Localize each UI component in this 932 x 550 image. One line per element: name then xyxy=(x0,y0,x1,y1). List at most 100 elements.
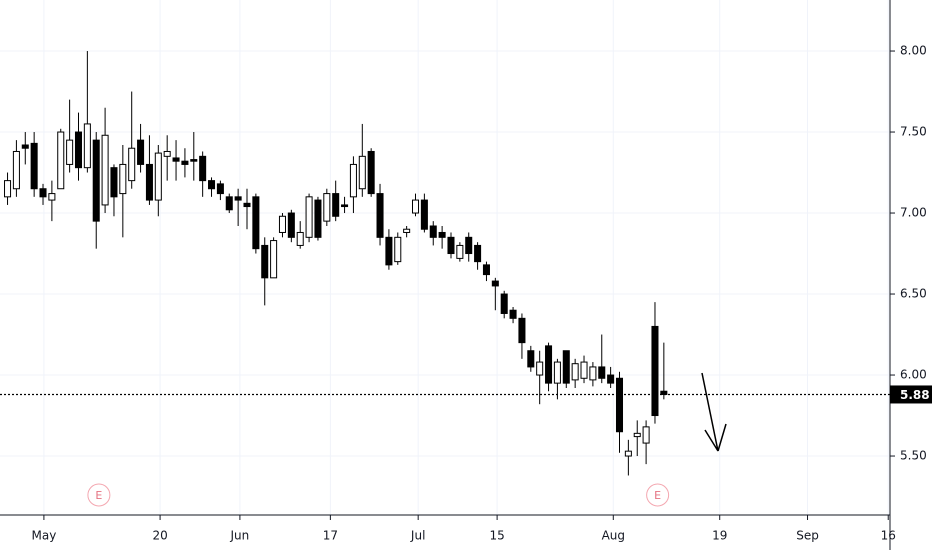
candle-body xyxy=(110,167,118,198)
candle-body xyxy=(651,325,659,417)
candle-body xyxy=(314,199,322,238)
candle-body xyxy=(545,345,553,384)
candle-body xyxy=(589,366,597,381)
candle-body xyxy=(208,180,216,190)
candle-body xyxy=(225,196,233,211)
candle-body xyxy=(4,180,12,198)
x-tick-label: 16 xyxy=(881,529,896,543)
candle-body xyxy=(261,244,269,279)
y-tick-label: 6.00 xyxy=(900,368,927,382)
x-tick-label: Jul xyxy=(410,529,425,543)
candle-body xyxy=(101,134,109,206)
candle-body xyxy=(403,228,411,233)
event-marker xyxy=(87,483,111,507)
candle-body xyxy=(181,160,189,165)
candle-body xyxy=(385,236,393,266)
candle-body xyxy=(30,142,38,190)
candle-body xyxy=(518,317,526,344)
candle-body xyxy=(154,152,162,201)
candle-body xyxy=(296,231,304,246)
candle-body xyxy=(482,264,490,276)
x-tick-label: Aug xyxy=(602,529,625,543)
candle-body xyxy=(438,231,446,238)
candle-body xyxy=(243,202,251,208)
candle-body xyxy=(598,366,606,379)
x-tick-label: Sep xyxy=(796,529,819,543)
candles xyxy=(4,51,668,476)
candle-body xyxy=(234,196,242,201)
candle-body xyxy=(74,131,83,169)
arrow-head xyxy=(704,429,719,452)
candle-body xyxy=(252,196,260,250)
candle-body xyxy=(199,155,207,182)
candle-body xyxy=(420,199,428,230)
x-tick-label: 19 xyxy=(712,529,727,543)
x-tick-label: 15 xyxy=(489,529,504,543)
x-tick-label: May xyxy=(31,529,56,543)
candle-body xyxy=(119,163,127,195)
event-label: E xyxy=(654,489,661,502)
candle-body xyxy=(358,155,366,190)
x-tick-label: 17 xyxy=(323,529,338,543)
candle-body xyxy=(287,212,295,238)
candle-body xyxy=(642,426,650,444)
arrow-shaft xyxy=(701,372,719,452)
candle-body xyxy=(491,280,499,287)
candle-body xyxy=(660,390,668,395)
candle-body xyxy=(270,240,278,279)
y-tick-label: 7.50 xyxy=(900,125,927,139)
candle-body xyxy=(172,157,180,162)
candle-body xyxy=(633,432,641,438)
drawn-arrow xyxy=(701,372,727,452)
y-tick-label: 6.50 xyxy=(900,287,927,301)
candle-body xyxy=(536,361,544,376)
candle-body xyxy=(456,244,464,259)
candle-body xyxy=(376,193,384,238)
candle-body xyxy=(429,225,437,238)
y-tick-label: 7.00 xyxy=(900,206,927,220)
candle-body xyxy=(48,193,56,201)
candle-body xyxy=(615,377,624,433)
candle-body xyxy=(190,159,198,162)
event-marker xyxy=(646,483,670,507)
candle-body xyxy=(562,350,570,384)
event-label: E xyxy=(95,489,102,502)
candle-body xyxy=(447,236,455,255)
candle-body xyxy=(624,450,632,457)
candle-body xyxy=(367,150,375,195)
candle-body xyxy=(571,363,579,381)
candle-body xyxy=(305,196,313,238)
candle-body xyxy=(474,244,482,263)
arrow-head xyxy=(717,423,727,452)
candle-body xyxy=(553,361,561,384)
x-tick-label: Jun xyxy=(230,529,250,543)
candle-body xyxy=(21,144,29,149)
last-price-label: 5.88 xyxy=(900,388,930,402)
x-tick-label: 20 xyxy=(152,529,167,543)
candle-body xyxy=(137,139,145,165)
candle-body xyxy=(341,204,349,208)
candle-body xyxy=(509,309,517,319)
candle-body xyxy=(411,199,420,214)
candle-body xyxy=(92,139,100,222)
candle-body xyxy=(163,150,171,157)
candle-body xyxy=(278,215,286,233)
candle-body xyxy=(12,150,20,190)
candle-body xyxy=(607,374,615,384)
candle-body xyxy=(145,163,153,201)
candle-body xyxy=(465,236,473,255)
candle-body xyxy=(580,361,588,379)
candle-body xyxy=(39,188,47,198)
candle-body xyxy=(128,147,136,182)
candle-body xyxy=(332,193,340,217)
candle-body xyxy=(83,123,91,169)
y-tick-label: 5.50 xyxy=(900,449,927,463)
grid xyxy=(0,0,890,515)
candle-body xyxy=(57,131,65,190)
candle-body xyxy=(527,350,535,368)
last-price-box xyxy=(890,385,932,404)
y-tick-label: 8.00 xyxy=(900,44,927,58)
candle-body xyxy=(500,293,508,314)
